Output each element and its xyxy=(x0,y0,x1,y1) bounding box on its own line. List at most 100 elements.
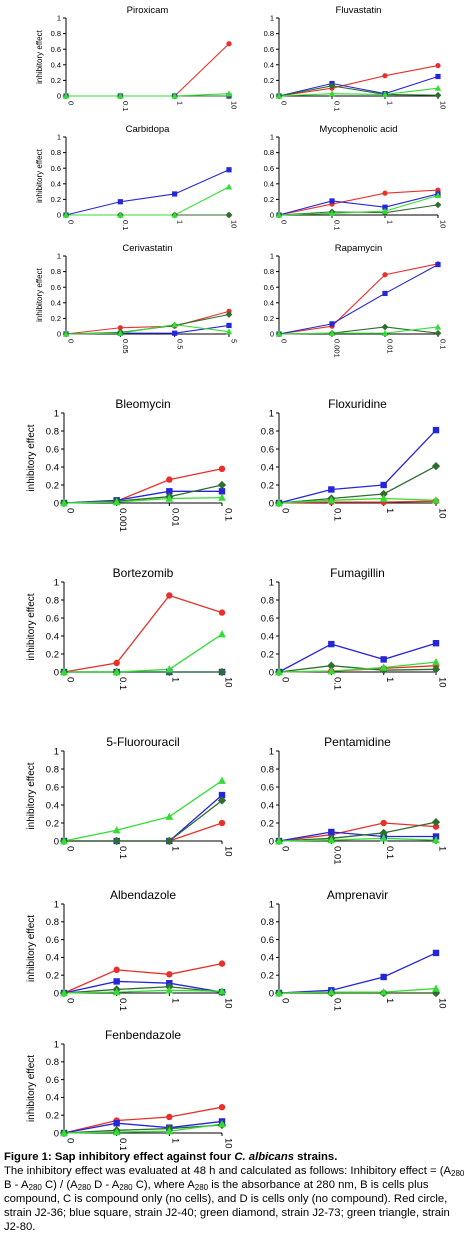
x-tick-label: 0 xyxy=(279,846,290,851)
y-tick-label: 0.4 xyxy=(264,60,274,69)
data-point xyxy=(166,488,173,495)
series-line xyxy=(278,264,439,335)
data-point xyxy=(112,836,121,846)
series-line xyxy=(63,780,223,842)
chart-title: Amprenavir xyxy=(327,888,388,902)
data-point xyxy=(113,659,120,667)
x-tick-label: 0.001 xyxy=(333,339,342,358)
x-tick-label: 1 xyxy=(384,677,395,682)
data-point xyxy=(60,498,68,507)
y-axis-label: inhibitory effect xyxy=(26,762,37,829)
data-point xyxy=(381,207,389,214)
series-line xyxy=(65,169,230,216)
y-tick-label: 1 xyxy=(269,577,274,588)
y-axis-label: inhibitory effect xyxy=(26,1055,37,1122)
y-tick-label: 0.2 xyxy=(264,76,274,85)
data-point xyxy=(379,494,388,502)
data-point xyxy=(275,211,283,218)
data-point xyxy=(165,986,174,994)
x-tick-label: 0.1 xyxy=(333,101,342,111)
y-tick-label: 0 xyxy=(270,92,274,101)
y-tick-label: 0.6 xyxy=(46,935,59,946)
y-tick-label: 0.8 xyxy=(51,29,61,38)
data-point xyxy=(435,62,441,69)
data-point xyxy=(329,198,335,204)
series-line xyxy=(64,633,223,673)
data-point xyxy=(434,323,442,330)
data-point xyxy=(432,823,440,830)
y-tick-label: 0 xyxy=(269,988,274,999)
data-point xyxy=(226,167,232,173)
data-point xyxy=(171,211,178,218)
y-tick-label: 0.8 xyxy=(46,426,59,437)
y-tick-label: 0.6 xyxy=(46,1075,59,1086)
data-point xyxy=(218,776,226,784)
data-point xyxy=(275,330,283,337)
data-point xyxy=(166,476,173,483)
data-point xyxy=(117,199,123,205)
y-tick-label: 0 xyxy=(57,211,61,220)
x-tick-label: 10 xyxy=(222,1138,233,1149)
data-point xyxy=(218,465,226,472)
x-tick-label: 0.1 xyxy=(117,998,128,1011)
series-line xyxy=(278,837,437,842)
x-tick-label: 1 xyxy=(384,998,395,1003)
x-tick-label: 1 xyxy=(384,508,395,513)
series-line xyxy=(66,93,230,97)
data-point xyxy=(432,657,440,666)
series-line xyxy=(278,665,437,673)
y-tick-label: 0 xyxy=(269,667,274,678)
data-point xyxy=(117,325,123,331)
y-tick-label: 0 xyxy=(269,498,274,509)
chart-panel: Bleomycin 0 0.2 0.4 0.6 0.8 1 0 0.001 0.01 0.1 inhi… xyxy=(26,397,233,532)
y-tick-label: 0.4 xyxy=(261,631,274,642)
x-tick-label: 1 xyxy=(170,677,181,682)
x-tick-label: 0 xyxy=(64,677,75,682)
data-point xyxy=(379,828,388,838)
y-tick-label: 0 xyxy=(54,1128,59,1139)
data-point xyxy=(432,984,440,992)
x-tick-label: 5 xyxy=(230,339,239,343)
series-line xyxy=(65,310,230,335)
data-point xyxy=(217,796,227,805)
x-tick-label: 1 xyxy=(170,846,181,851)
x-tick-label: 1 xyxy=(386,101,395,105)
y-tick-label: 0.6 xyxy=(261,613,274,624)
y-tick-label: 1 xyxy=(269,408,274,419)
series-line xyxy=(63,1123,223,1134)
series-line xyxy=(63,980,223,994)
y-tick-label: 0.8 xyxy=(51,148,61,157)
data-point xyxy=(275,988,283,997)
data-point xyxy=(327,496,336,504)
data-point xyxy=(165,494,174,502)
data-point xyxy=(60,667,68,676)
data-point xyxy=(435,261,441,268)
series-line xyxy=(278,831,436,842)
y-axis-label: inhibitory effect xyxy=(35,267,44,321)
data-point xyxy=(434,192,442,199)
x-tick-label: 0.001 xyxy=(117,508,128,532)
data-point xyxy=(218,987,226,995)
data-point xyxy=(379,489,388,499)
y-tick-label: 1 xyxy=(54,899,59,910)
chart-title: Bleomycin xyxy=(115,397,170,411)
series-line xyxy=(63,1120,223,1134)
y-tick-label: 1 xyxy=(269,746,274,757)
x-tick-label: 0 xyxy=(64,846,75,851)
series-line xyxy=(64,799,223,842)
series-line xyxy=(278,193,439,216)
data-point xyxy=(275,836,283,845)
series-line xyxy=(63,1106,223,1134)
y-tick-label: 0.6 xyxy=(261,935,274,946)
y-tick-label: 0.2 xyxy=(46,818,59,829)
data-point xyxy=(434,201,442,209)
y-tick-label: 0.8 xyxy=(264,148,274,157)
y-tick-label: 0.4 xyxy=(46,1093,59,1104)
data-point xyxy=(328,640,335,648)
series-line xyxy=(278,87,439,97)
y-tick-label: 0.4 xyxy=(261,800,274,811)
